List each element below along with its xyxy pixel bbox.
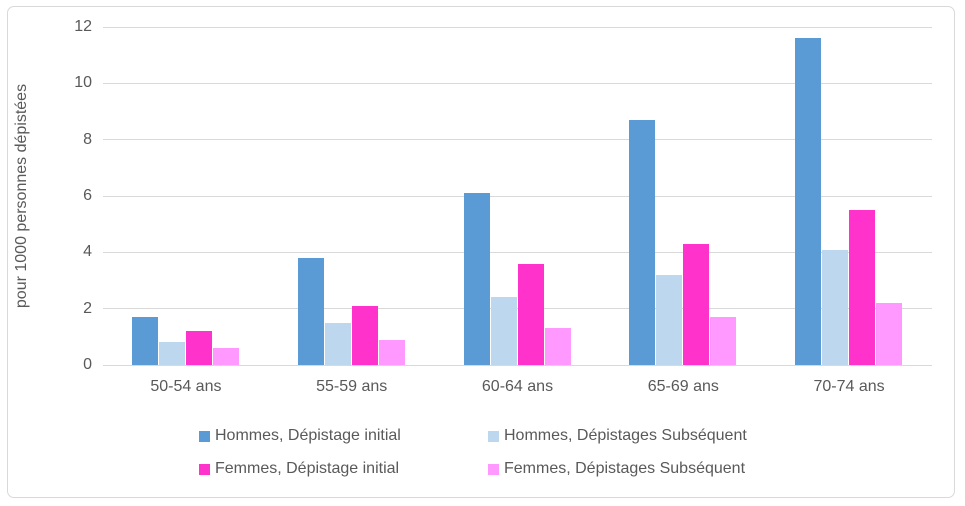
- bar: [822, 249, 849, 365]
- gridline: [103, 82, 932, 84]
- legend-item: Femmes, Dépistages Subséquent: [488, 460, 747, 478]
- y-tick-label: 8: [83, 130, 92, 148]
- gridline: [103, 195, 932, 197]
- bar: [351, 305, 378, 365]
- x-tick-label: 60-64 ans: [481, 378, 554, 395]
- y-tick-label: 6: [83, 187, 92, 204]
- x-tick-label: 70-74 ans: [813, 378, 885, 395]
- legend-label: Hommes, Dépistage initial: [215, 427, 401, 444]
- y-tick-label: 10: [74, 74, 92, 92]
- legend-label: Hommes, Dépistages Subséquent: [504, 427, 747, 444]
- bar: [158, 342, 185, 365]
- gridline: [103, 251, 932, 253]
- bar: [876, 303, 903, 365]
- y-tick-label: 4: [83, 243, 92, 261]
- bar: [490, 297, 517, 365]
- bar: [517, 263, 544, 365]
- legend-item: Hommes, Dépistage initial: [199, 427, 488, 445]
- bar: [463, 193, 490, 365]
- y-tick-label: 0: [83, 356, 92, 373]
- bar: [131, 317, 158, 365]
- legend-swatch: [488, 430, 499, 442]
- bar: [324, 322, 351, 365]
- legend-label: Femmes, Dépistages Subséquent: [504, 460, 746, 477]
- legend-label: Femmes, Dépistage initial: [215, 460, 400, 477]
- y-axis-title-text: pour 1000 personnes dépistées: [13, 83, 30, 309]
- y-tick-label: 2: [83, 299, 92, 317]
- x-axis-line: [103, 365, 932, 366]
- bar: [849, 210, 876, 365]
- gridline: [103, 26, 932, 28]
- bar: [378, 339, 405, 365]
- bar: [185, 331, 212, 365]
- bar: [629, 119, 656, 365]
- legend-swatch: [199, 430, 210, 442]
- plot-area: [103, 26, 932, 366]
- bar: [710, 317, 737, 365]
- bar: [212, 348, 239, 365]
- legend-item: Femmes, Dépistage initial: [199, 460, 488, 478]
- bar: [656, 274, 683, 365]
- legend-swatch: [199, 463, 210, 475]
- bar: [297, 257, 324, 365]
- x-tick-label: 50-54 ans: [150, 378, 222, 395]
- bar: [683, 243, 710, 365]
- gridline: [103, 139, 932, 141]
- x-tick-label: 65-69 ans: [647, 378, 719, 395]
- bar: [544, 328, 571, 365]
- legend: Hommes, Dépistage initial Hommes, Dépista…: [199, 427, 747, 478]
- legend-swatch: [488, 463, 499, 475]
- x-tick-label: 55-59 ans: [316, 378, 388, 395]
- bar: [795, 38, 822, 365]
- y-tick-label: 12: [74, 18, 92, 35]
- legend-item: Hommes, Dépistages Subséquent: [488, 427, 747, 445]
